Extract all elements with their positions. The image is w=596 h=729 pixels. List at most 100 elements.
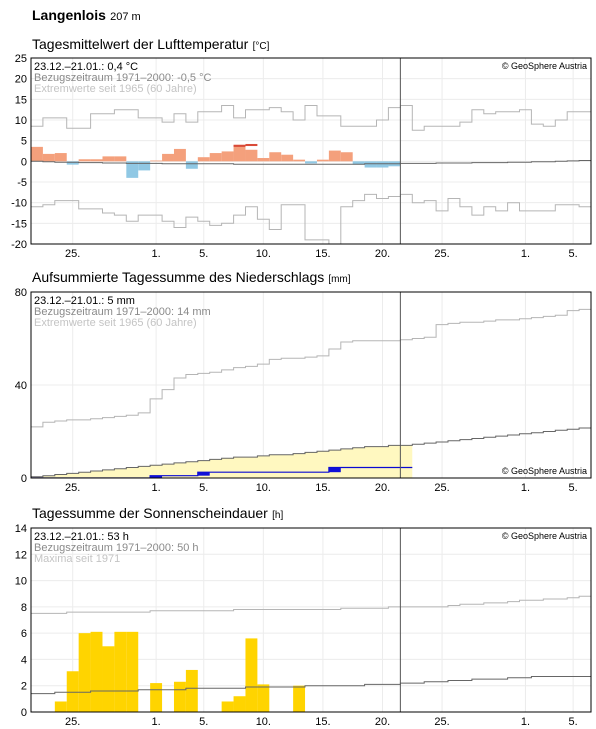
precipitation-chart-title: Aufsummierte Tagessumme des Niederschlag… [32,269,324,285]
temp-bar [162,153,174,162]
temp-bar [209,153,222,162]
temp-bar [293,159,306,162]
sun-y-tick-label: 8 [21,602,27,614]
temp-y-tick-label: 10 [15,115,27,127]
temp-bar [78,159,91,162]
temp-info-line: 23.12.–21.01.: 0,4 °C [34,61,138,73]
temp-frame [30,57,592,245]
precip-x-tick-label: 10. [256,482,271,494]
precip-reference-line [31,426,591,478]
temp-bar [281,154,294,162]
precip-y-tick-label: 80 [15,287,27,299]
precip-plot [31,307,591,478]
sun-y-tick-label: 0 [21,707,27,719]
temp-bar [245,149,258,162]
sun-bar [257,684,270,712]
temp-plot [31,105,591,244]
temp-bar [90,159,103,162]
temp-x-tick-label: 1. [521,248,530,260]
sun-x-tick-label: 1. [152,716,161,728]
temp-bar [376,161,389,168]
precip-info-line: Extremwerte seit 1965 (60 Jahre) [34,317,197,329]
sun-x-tick-label: 5. [569,716,578,728]
temp-bar [328,150,341,162]
sun-bar [114,631,127,712]
precip-observed-line [31,466,413,478]
precip-x-tick-label: 25. [65,482,80,494]
temp-normal-line [31,159,591,165]
sun-maxima-line [31,594,591,614]
precip-x-tick-label: 20. [375,482,390,494]
sun-bar [185,669,198,712]
sun-reference-line [31,676,591,695]
temp-bar [316,159,329,162]
temp-bar [66,161,79,165]
sun-x-tick-label: 25. [434,716,449,728]
sunshine-chart: Tagessumme der Sonnenscheindauer [h] 14 1… [15,505,592,728]
precip-y-tick-label: 0 [21,473,27,485]
station-name: Langenlois [32,7,106,23]
sun-x-tick-label: 5. [199,716,208,728]
temp-max-marker [233,144,246,147]
temp-bar [126,161,139,178]
temperature-chart-unit: [°C] [253,41,270,52]
sun-y-tick-label: 6 [21,628,27,640]
precip-info-line: 23.12.–21.01.: 5 mm [34,295,135,307]
precip-info-line: Bezugszeitraum 1971–2000: 14 mm [34,306,211,318]
sun-y-tick-label: 10 [15,576,27,588]
sun-bar [150,683,163,712]
temp-x-tick-label: 10. [256,248,271,260]
temp-y-tick-label: 25 [15,53,27,65]
temperature-chart-title: Tagesmittelwert der Lufttemperatur [32,36,249,52]
sun-y-tick-label: 12 [15,549,27,561]
temp-y-tick-label: 20 [15,74,27,86]
temp-extreme-min-line [31,193,591,244]
sun-bar [66,671,79,712]
sun-info-line: Maxima seit 1971 [34,553,120,565]
sun-bar [173,681,186,712]
sun-x-tick-label: 20. [375,716,390,728]
temp-bar [31,146,43,162]
temp-info-line: Extremwerte seit 1965 (60 Jahre) [34,83,197,95]
sun-bar [233,696,246,712]
sunshine-chart-unit: [h] [272,510,283,521]
sun-bar [221,701,234,712]
precip-x-tick-label: 25. [434,482,449,494]
sun-plot [31,594,591,712]
temp-bar [257,158,270,162]
temp-x-tick-label: 5. [569,248,578,260]
temp-x-tick-label: 20. [375,248,390,260]
temp-max-marker [245,143,258,147]
temp-bar [54,153,67,162]
temp-bar [185,161,198,169]
station-elevation: 207 m [110,11,141,23]
temp-bar [269,152,282,162]
temp-y-tick-label: 0 [21,156,27,168]
temp-copyright: © GeoSphere Austria [502,61,587,71]
temperature-chart: Tagesmittelwert der Lufttemperatur [°C] … [11,36,592,260]
sunshine-chart-title: Tagessumme der Sonnenscheindauer [32,505,268,521]
sun-copyright: © GeoSphere Austria [502,531,587,541]
temp-x-tick-label: 5. [199,248,208,260]
sun-bar [78,633,91,712]
temp-y-tick-label: -5 [17,177,27,189]
temp-y-tick-label: -15 [11,218,27,230]
temp-x-tick-label: 25. [434,248,449,260]
temp-bar [221,151,234,162]
temp-bar [102,156,115,162]
precip-x-tick-label: 15. [315,482,330,494]
sun-bar [102,646,115,712]
precipitation-chart: Aufsummierte Tagessumme des Niederschlag… [15,269,592,494]
sun-y-tick-label: 4 [21,654,27,666]
precip-frame [30,291,592,479]
precip-x-tick-label: 5. [569,482,578,494]
precip-daily-bar [150,475,163,478]
sun-bar [90,631,103,712]
temp-y-tick-label: 5 [21,136,27,148]
precipitation-chart-unit: [mm] [328,274,350,285]
temp-extreme-max-line [31,105,591,131]
sun-x-tick-label: 10. [256,716,271,728]
sun-x-tick-label: 25. [65,716,80,728]
